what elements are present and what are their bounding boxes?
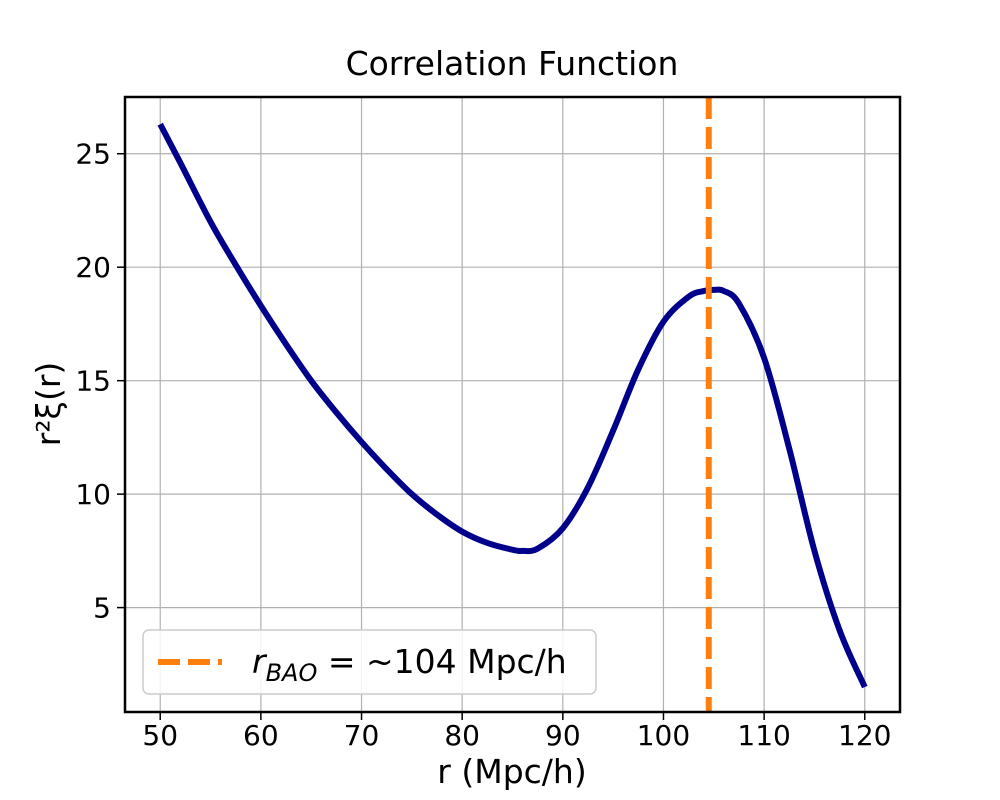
x-tick-label: 80 (444, 719, 480, 752)
legend: rBAO = ~104 Mpc/h (142, 629, 597, 695)
y-axis-label: r²ξ(r) (29, 362, 68, 447)
plot-frame (123, 95, 902, 714)
x-tick-label: 120 (838, 719, 891, 752)
legend-box (142, 629, 597, 695)
legend-label-sub: BAO (266, 659, 318, 687)
legend-label-rest: = ~104 Mpc/h (317, 642, 566, 681)
y-tick-label: 10 (75, 478, 111, 511)
x-tick-label: 90 (545, 719, 581, 752)
legend-label-main: r (252, 642, 268, 681)
x-axis-label: r (Mpc/h) (437, 752, 586, 791)
y-tick-label: 20 (75, 251, 111, 284)
axis-ticks: 50 60 70 80 90 100 110 120 5 10 15 20 25 (75, 138, 891, 752)
series-layer (157, 97, 868, 712)
x-tick-label: 60 (243, 719, 279, 752)
y-tick-label: 5 (93, 592, 111, 625)
y-tick-label: 15 (75, 365, 111, 398)
grid-lines (125, 97, 900, 712)
x-tick-label: 70 (344, 719, 380, 752)
y-tick-label: 25 (75, 138, 111, 171)
series-line (157, 122, 868, 689)
x-tick-label: 110 (737, 719, 790, 752)
x-tick-label: 100 (637, 719, 690, 752)
chart-title: Correlation Function (346, 44, 679, 83)
x-tick-label: 50 (142, 719, 178, 752)
legend-label-vline: rBAO = ~104 Mpc/h (252, 642, 567, 687)
